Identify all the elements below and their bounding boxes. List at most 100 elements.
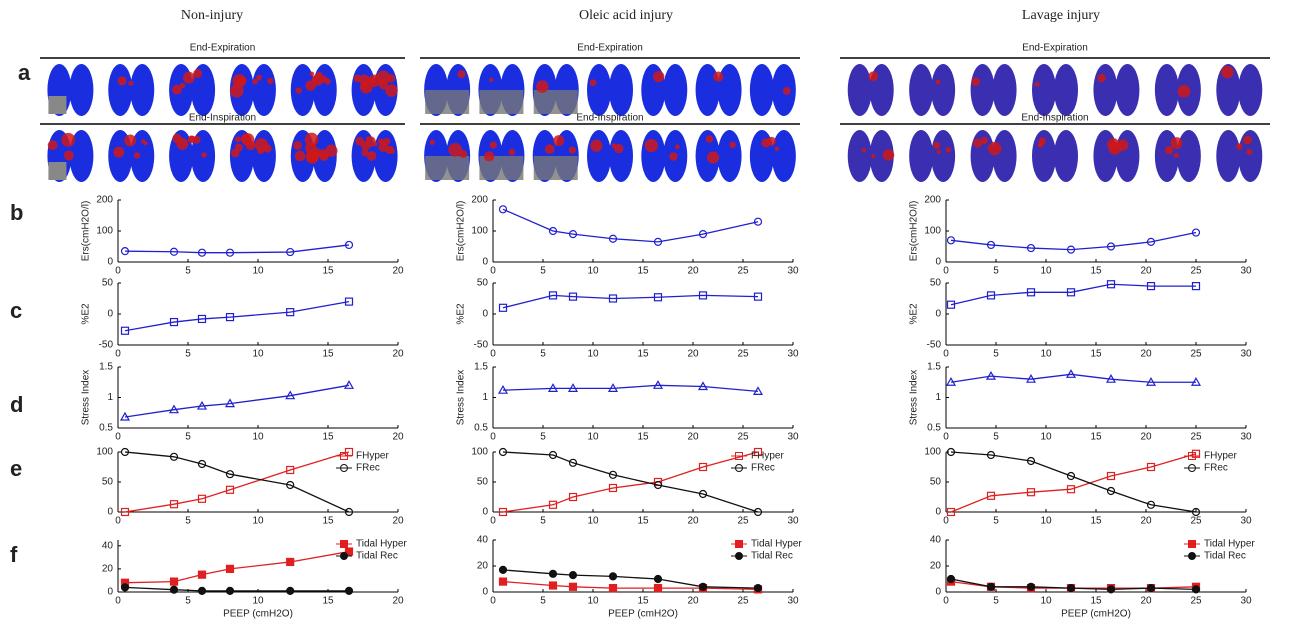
series-line [125, 452, 349, 512]
x-tick-label: 30 [1240, 516, 1252, 527]
point [500, 578, 507, 585]
x-tick-label: 20 [687, 596, 699, 607]
series-line [125, 302, 349, 331]
y-axis-label: %E2 [909, 303, 920, 325]
point [199, 571, 206, 578]
lung-red [933, 142, 940, 149]
lung-red [783, 87, 791, 95]
lung [848, 130, 872, 182]
x-tick-label: 15 [1090, 266, 1102, 277]
lung-red [376, 71, 390, 85]
lung-dense [534, 156, 578, 180]
lung-red [366, 136, 371, 141]
x-tick-label: 20 [687, 349, 699, 360]
x-tick-label: 5 [540, 349, 546, 360]
lung-red [361, 141, 370, 150]
y-tick-label: 1 [935, 392, 941, 403]
point [346, 587, 353, 594]
x-tick-label: 0 [115, 432, 121, 443]
figure: Non-injury Oleic acid injury Lavage inju… [0, 0, 1311, 624]
ct-image [696, 130, 742, 182]
ct-image [108, 64, 154, 116]
legend-marker [1189, 541, 1196, 548]
lung-red [305, 133, 319, 147]
legend-label: Tidal Rec [751, 551, 793, 562]
y-axis-label: Stress Index [909, 370, 920, 426]
lung-red [871, 154, 875, 158]
lung-red [48, 140, 58, 150]
x-tick-label: 20 [392, 266, 404, 277]
point [610, 573, 617, 580]
series-line [503, 452, 758, 512]
series-line [125, 385, 349, 417]
x-tick-label: 5 [540, 266, 546, 277]
series-line [503, 385, 758, 391]
x-tick-label: 20 [1140, 596, 1152, 607]
lung [1216, 130, 1240, 182]
point [122, 584, 129, 591]
y-tick-label: 40 [477, 535, 489, 546]
x-tick-label: 0 [943, 266, 949, 277]
lung-red [569, 147, 576, 154]
lung-red [61, 133, 75, 147]
lung-red [128, 81, 133, 86]
lung-red [310, 72, 314, 76]
lung-red [256, 75, 262, 81]
y-tick-label: 0 [482, 309, 488, 320]
point [1028, 583, 1035, 590]
ct-image [587, 130, 633, 182]
y-tick-label: 1.5 [474, 362, 488, 373]
y-tick-label: 50 [930, 477, 942, 488]
lung [909, 64, 933, 116]
lung [609, 130, 633, 182]
ct-image [1216, 130, 1262, 182]
x-tick-label: 25 [737, 432, 749, 443]
point [227, 587, 234, 594]
y-tick-label: 1 [482, 392, 488, 403]
lung-dense [479, 90, 523, 114]
x-tick-label: 20 [687, 516, 699, 527]
point [610, 585, 617, 592]
y-tick-label: 0.5 [99, 423, 113, 434]
legend-label: Tidal Hyper [356, 539, 407, 550]
x-tick-label: 0 [943, 432, 949, 443]
lung-red [231, 149, 240, 158]
x-tick-label: 15 [637, 266, 649, 277]
y-tick-label: 1 [107, 392, 113, 403]
point [287, 587, 294, 594]
ct-image [848, 64, 894, 116]
y-tick-label: -50 [927, 340, 942, 351]
series-line [503, 209, 758, 242]
x-tick-label: 25 [1190, 266, 1202, 277]
lung-red [367, 151, 377, 161]
y-axis-label: Stress Index [456, 370, 467, 426]
lung-red [1243, 136, 1252, 145]
y-tick-label: 1.5 [927, 362, 941, 373]
lung-red [134, 152, 140, 158]
legend-marker [1189, 553, 1196, 560]
ct-image [971, 64, 1017, 116]
x-tick-label: 20 [1140, 432, 1152, 443]
y-axis-label: Ers(cmH2O/l) [456, 201, 467, 262]
lung [641, 64, 665, 116]
ct-image [291, 64, 337, 116]
column-title: Oleic acid injury [579, 8, 673, 23]
y-axis-label: Ers(cmH2O/l) [909, 201, 920, 262]
x-tick-label: 10 [587, 266, 599, 277]
lung-red [669, 152, 677, 160]
ct-image [47, 130, 93, 182]
x-tick-label: 15 [322, 516, 334, 527]
y-tick-label: 40 [930, 535, 942, 546]
x-tick-label: 25 [1190, 349, 1202, 360]
x-tick-label: 20 [1140, 266, 1152, 277]
x-tick-label: 25 [1190, 432, 1202, 443]
y-axis-label: %E2 [81, 303, 92, 325]
lung-red [201, 152, 206, 157]
point [755, 585, 762, 592]
x-axis-label: PEEP (cmH2O) [223, 609, 293, 620]
lung-red [306, 150, 317, 161]
lung-red [971, 77, 980, 86]
point [988, 583, 995, 590]
ct-image [424, 64, 470, 116]
lung [848, 64, 872, 116]
